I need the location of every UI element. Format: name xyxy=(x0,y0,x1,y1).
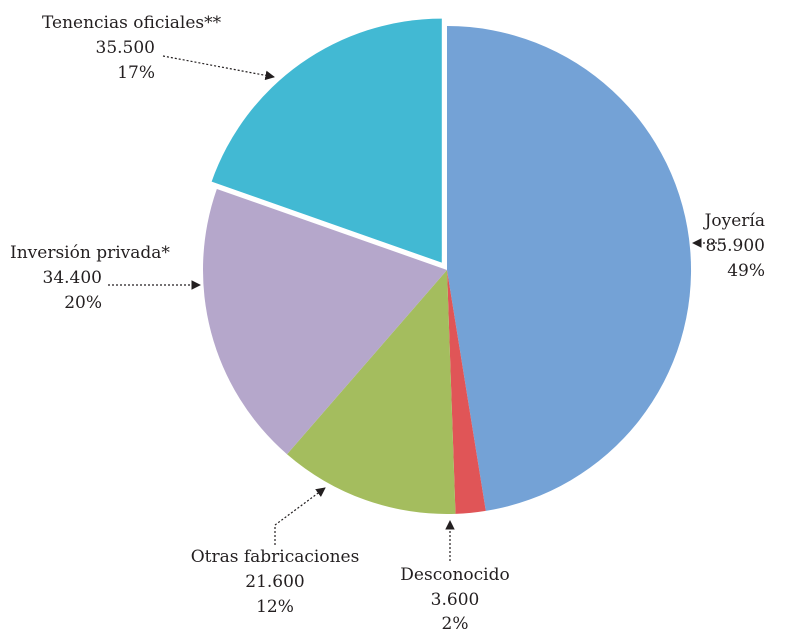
pie-slice-inversion-privada xyxy=(202,188,447,455)
label-tenencias-name: Tenencias oficiales** xyxy=(42,13,222,33)
label-otras-percent: 12% xyxy=(256,597,294,617)
pie-slice-joyeria xyxy=(447,25,692,511)
label-desconocido-value: 3.600 xyxy=(431,590,480,610)
label-otras-value: 21.600 xyxy=(245,572,304,592)
label-joyeria-percent: 49% xyxy=(727,261,765,281)
pie-slice-tenencias-oficiales xyxy=(211,18,442,263)
label-desconocido-percent: 2% xyxy=(442,614,469,630)
slice-label-joyeria: Joyería 85.900 49% xyxy=(703,211,765,281)
leader-otras-fabricaciones xyxy=(274,487,326,545)
label-tenencias-percent: 17% xyxy=(117,63,155,83)
slice-label-tenencias-oficiales: Tenencias oficiales** 35.500 17% xyxy=(42,13,222,83)
slice-label-otras-fabricaciones: Otras fabricaciones 21.600 12% xyxy=(191,547,360,617)
pie-slices xyxy=(202,18,692,514)
label-otras-name: Otras fabricaciones xyxy=(191,547,360,567)
slice-label-inversion-privada: Inversión privada* 34.400 20% xyxy=(10,243,170,313)
label-inversion-name: Inversión privada* xyxy=(10,243,170,263)
label-desconocido-name: Desconocido xyxy=(400,565,509,585)
label-inversion-percent: 20% xyxy=(64,293,102,313)
leader-tenencias-oficiales xyxy=(162,55,275,81)
label-joyeria-name: Joyería xyxy=(703,211,765,231)
label-joyeria-value: 85.900 xyxy=(706,236,765,256)
pie-slice-otras-fabricaciones xyxy=(287,270,456,514)
pie-slice-desconocido xyxy=(447,270,486,514)
slice-label-desconocido: Desconocido 3.600 2% xyxy=(400,565,509,630)
label-inversion-value: 34.400 xyxy=(43,268,102,288)
leader-lines xyxy=(108,55,725,561)
label-tenencias-value: 35.500 xyxy=(96,38,155,58)
